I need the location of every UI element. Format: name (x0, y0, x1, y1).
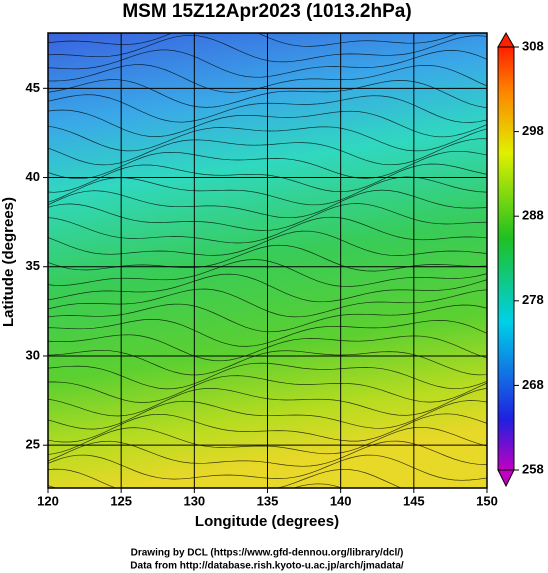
x-tick-label: 145 (403, 493, 425, 508)
credit: Drawing by DCL (https://www.gfd-dennou.o… (131, 548, 404, 559)
y-axis-label: Latitude (degrees) (0, 197, 17, 327)
streamline (48, 125, 487, 152)
y-tick-label: 30 (26, 347, 40, 362)
y-tick-label: 35 (26, 258, 40, 273)
colorbar (497, 46, 515, 471)
colorbar-tick-label: 268 (522, 377, 544, 392)
streamline (48, 454, 487, 481)
x-tick-label: 135 (257, 493, 279, 508)
streamline (48, 303, 487, 333)
colorbar-tick-label: 298 (522, 123, 544, 138)
streamline (48, 318, 487, 347)
streamline (48, 375, 487, 403)
colorbar-tick-label: 308 (522, 38, 544, 53)
y-tick-label: 45 (26, 80, 40, 95)
streamline (48, 138, 487, 166)
streamline (48, 163, 487, 193)
streamline (48, 426, 487, 455)
colorbar-tick-label: 278 (522, 292, 544, 307)
streamline (48, 334, 487, 362)
x-tick-label: 140 (330, 493, 352, 508)
streamline (48, 216, 487, 244)
streamline (48, 288, 487, 318)
streamline (48, 64, 487, 93)
colorbar-tick-label: 288 (522, 208, 544, 223)
y-tick-label: 25 (26, 437, 40, 452)
credit: Data from http://database.rish.kyoto-u.a… (130, 561, 404, 572)
colorbar-min-arrow (497, 469, 515, 488)
streamline (48, 94, 487, 123)
x-tick-label: 130 (183, 493, 205, 508)
streamline (48, 79, 487, 109)
streamline (48, 34, 487, 63)
streamlines (48, 33, 487, 488)
x-axis-label: Longitude (degrees) (195, 513, 339, 530)
streamline (48, 230, 487, 256)
x-tick-label: 125 (110, 493, 132, 508)
streamline (48, 273, 487, 303)
streamline (48, 49, 487, 78)
x-tick-label: 150 (476, 493, 498, 508)
streamline (48, 400, 487, 430)
streamline (48, 189, 487, 219)
streamline (48, 109, 487, 138)
colorbar-tick-label: 258 (522, 461, 544, 476)
colorbar-max-arrow (497, 31, 515, 48)
streamline (48, 150, 487, 180)
streamline (48, 259, 487, 287)
grid (47, 33, 488, 488)
streamline (48, 413, 487, 443)
streamline (48, 362, 487, 390)
x-tick-label: 120 (37, 493, 59, 508)
y-tick-label: 40 (26, 169, 40, 184)
streamline (48, 387, 487, 417)
streamline (48, 203, 487, 231)
streamline (48, 33, 460, 47)
title: MSM 15Z12Apr2023 (1013.2hPa) (122, 1, 411, 22)
